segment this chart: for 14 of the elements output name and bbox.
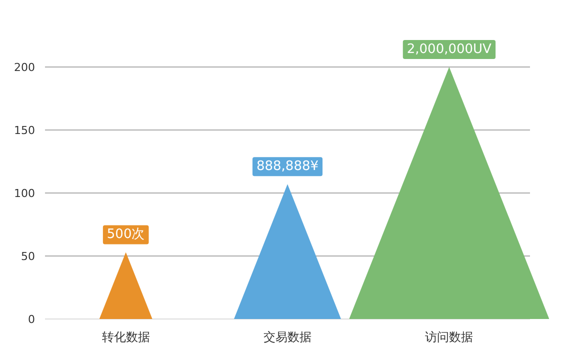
y-tick-label: 50 bbox=[21, 250, 35, 263]
annotation: 2,000,000UV bbox=[406, 42, 492, 57]
y-tick-label: 0 bbox=[28, 313, 35, 326]
x-tick-label: 访问数据 bbox=[425, 330, 474, 344]
annotation: 500次 bbox=[102, 225, 149, 244]
x-tick-label: 转化数据 bbox=[102, 330, 150, 344]
annotation: 500次 bbox=[106, 227, 145, 242]
y-tick-label: 100 bbox=[14, 187, 35, 200]
annotation: 888,888¥ bbox=[252, 157, 323, 176]
annotation: 2,000,000UV bbox=[402, 40, 496, 59]
x-tick-label: 交易数据 bbox=[264, 330, 312, 344]
y-tick-label: 200 bbox=[14, 61, 35, 74]
annotation: 888,888¥ bbox=[256, 159, 319, 174]
y-tick-label: 150 bbox=[14, 124, 35, 137]
